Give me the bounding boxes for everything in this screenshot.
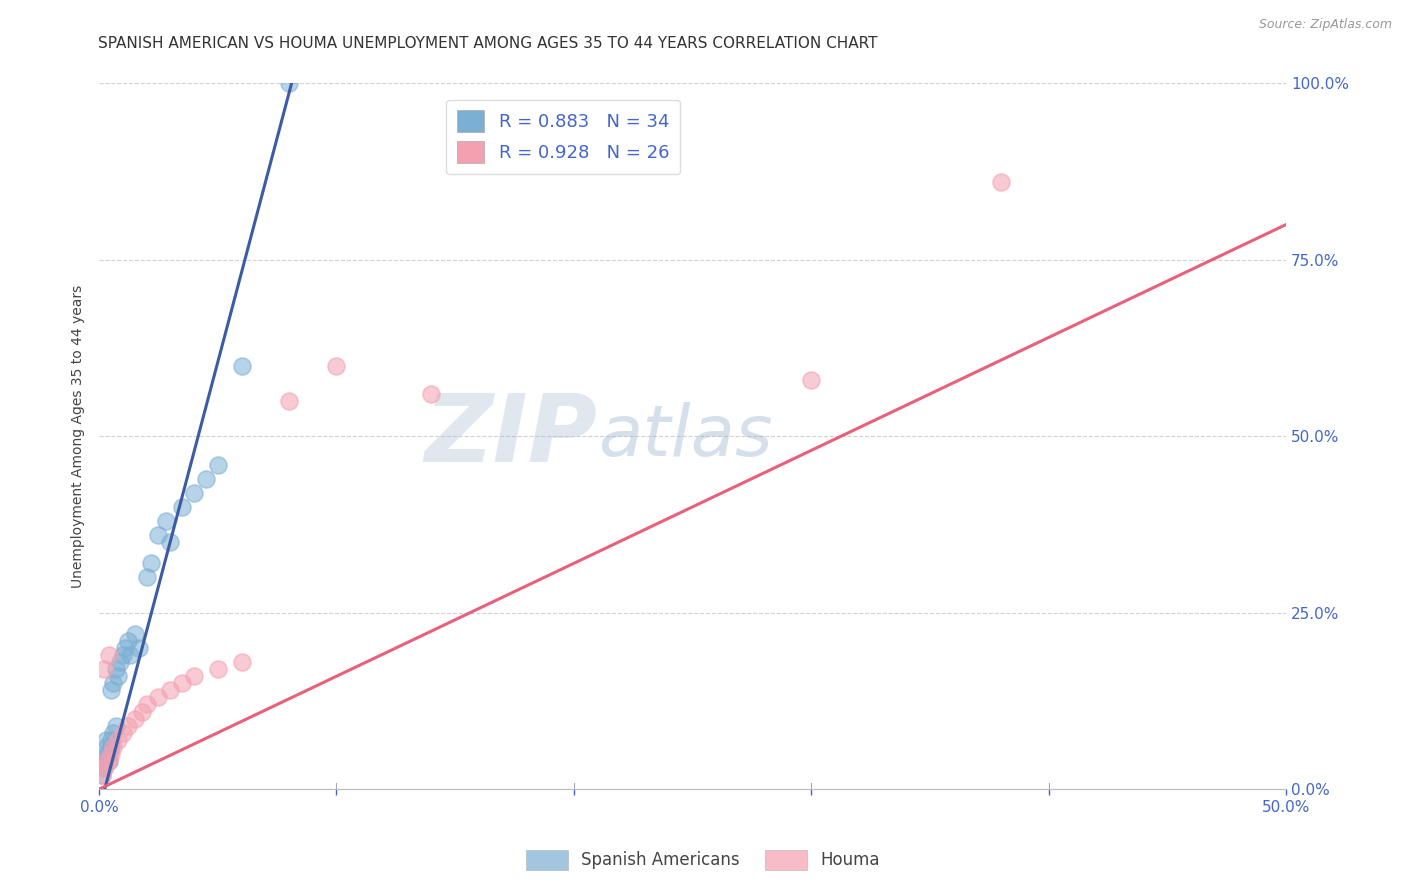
Point [183, 485, 205, 500]
Point [93, 754, 115, 768]
Point [93, 761, 115, 775]
Point [103, 725, 125, 739]
Point [183, 669, 205, 683]
Point [155, 514, 177, 528]
Text: Source: ZipAtlas.com: Source: ZipAtlas.com [1258, 18, 1392, 31]
Point [110, 655, 132, 669]
Y-axis label: Unemployment Among Ages 35 to 44 years: Unemployment Among Ages 35 to 44 years [72, 285, 86, 588]
Text: SPANISH AMERICAN VS HOUMA UNEMPLOYMENT AMONG AGES 35 TO 44 YEARS CORRELATION CHA: SPANISH AMERICAN VS HOUMA UNEMPLOYMENT A… [98, 36, 877, 51]
Point [159, 683, 181, 698]
Point [90, 768, 112, 782]
Point [97, 747, 120, 761]
Point [135, 698, 157, 712]
Point [194, 472, 217, 486]
Legend: Spanish Americans, Houma: Spanish Americans, Houma [520, 843, 886, 877]
Text: atlas: atlas [598, 401, 772, 471]
Point [231, 359, 253, 373]
Point [124, 712, 146, 726]
Point [207, 458, 229, 472]
Point [104, 662, 127, 676]
Point [111, 725, 134, 739]
Point [159, 535, 181, 549]
Point [90, 768, 112, 782]
Point [172, 500, 194, 514]
Point [278, 394, 301, 409]
Point [100, 747, 122, 761]
Point [107, 732, 129, 747]
Point [207, 662, 229, 676]
Point [96, 739, 118, 754]
Point [990, 175, 1012, 189]
Point [100, 683, 122, 698]
Point [124, 627, 146, 641]
Point [100, 732, 122, 747]
Point [131, 705, 153, 719]
Point [231, 655, 253, 669]
Point [172, 676, 194, 690]
Point [111, 648, 134, 662]
Point [141, 557, 163, 571]
Point [148, 528, 170, 542]
Point [100, 739, 122, 754]
Point [114, 640, 136, 655]
Point [420, 387, 443, 401]
Point [117, 634, 139, 648]
Legend: R = 0.883   N = 34, R = 0.928   N = 26: R = 0.883 N = 34, R = 0.928 N = 26 [446, 100, 681, 174]
Point [97, 754, 120, 768]
Point [96, 754, 118, 768]
Point [104, 718, 127, 732]
Point [93, 662, 115, 676]
Point [128, 640, 150, 655]
Point [562, 797, 585, 811]
Point [103, 676, 125, 690]
Point [148, 690, 170, 705]
Point [800, 373, 823, 387]
Point [278, 77, 301, 91]
Point [103, 739, 125, 754]
Point [117, 718, 139, 732]
Point [107, 669, 129, 683]
Point [96, 747, 118, 761]
Point [135, 570, 157, 584]
Text: ZIP: ZIP [425, 391, 598, 483]
Point [325, 359, 347, 373]
Point [97, 754, 120, 768]
Point [118, 648, 141, 662]
Point [93, 761, 115, 775]
Point [96, 732, 118, 747]
Point [97, 648, 120, 662]
